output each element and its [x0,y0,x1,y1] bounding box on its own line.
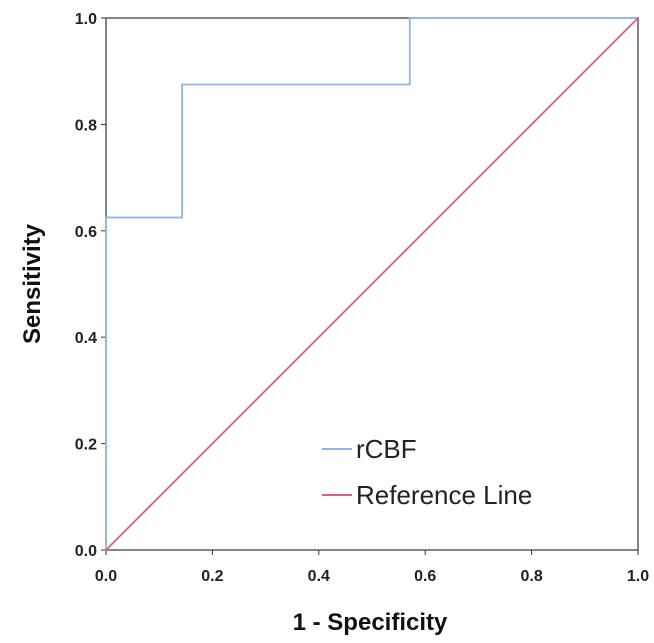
x-axis-ticks: 0.0 0.2 0.4 0.6 0.8 1.0 [95,550,649,585]
y-tick-label: 0.6 [75,224,97,241]
y-tick-label: 0.2 [75,437,97,454]
y-axis-ticks: 0.0 0.2 0.4 0.6 0.8 1.0 [75,11,106,560]
legend-label-reference-line: Reference Line [356,480,532,510]
y-tick-label: 0.0 [75,543,97,560]
x-tick-label: 0.2 [201,568,223,585]
x-tick-label: 0.0 [95,568,117,585]
legend-label-rcbf: rCBF [356,434,417,464]
series-line-reference-line [104,16,640,552]
x-tick-label: 1.0 [627,568,649,585]
series-line-rcbf [105,17,639,551]
y-axis-title: Sensitivity [19,223,46,344]
x-tick-label: 0.4 [308,568,330,585]
y-tick-label: 0.8 [75,117,97,134]
x-tick-label: 0.8 [520,568,542,585]
y-tick-label: 1.0 [75,11,97,28]
series-layer [104,16,640,552]
legend: rCBF Reference Line [322,434,532,510]
x-tick-label: 0.6 [414,568,436,585]
y-tick-label: 0.4 [75,330,97,347]
x-axis-title: 1 - Specificity [293,609,448,636]
